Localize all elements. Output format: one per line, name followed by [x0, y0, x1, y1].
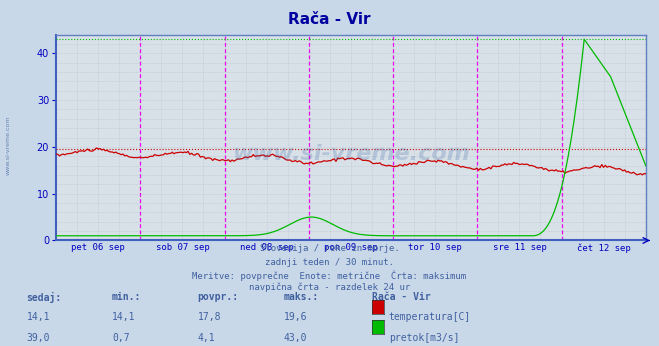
Text: 39,0: 39,0 [26, 333, 50, 343]
Text: 43,0: 43,0 [283, 333, 307, 343]
Text: 19,6: 19,6 [283, 312, 307, 322]
Text: Rača - Vir: Rača - Vir [372, 292, 431, 302]
Text: 4,1: 4,1 [198, 333, 215, 343]
Text: 0,7: 0,7 [112, 333, 130, 343]
Text: temperatura[C]: temperatura[C] [389, 312, 471, 322]
Text: 14,1: 14,1 [112, 312, 136, 322]
Text: Slovenija / reke in morje.: Slovenija / reke in morje. [260, 244, 399, 253]
Text: Rača - Vir: Rača - Vir [288, 12, 371, 27]
Text: www.si-vreme.com: www.si-vreme.com [232, 144, 470, 164]
Text: maks.:: maks.: [283, 292, 318, 302]
Text: navpična črta - razdelek 24 ur: navpična črta - razdelek 24 ur [249, 283, 410, 292]
Text: sedaj:: sedaj: [26, 292, 61, 303]
Text: www.si-vreme.com: www.si-vreme.com [5, 116, 11, 175]
Text: min.:: min.: [112, 292, 142, 302]
Text: 14,1: 14,1 [26, 312, 50, 322]
Text: pretok[m3/s]: pretok[m3/s] [389, 333, 459, 343]
Text: Meritve: povprečne  Enote: metrične  Črta: maksimum: Meritve: povprečne Enote: metrične Črta:… [192, 271, 467, 281]
Text: zadnji teden / 30 minut.: zadnji teden / 30 minut. [265, 258, 394, 267]
Text: povpr.:: povpr.: [198, 292, 239, 302]
Text: 17,8: 17,8 [198, 312, 221, 322]
